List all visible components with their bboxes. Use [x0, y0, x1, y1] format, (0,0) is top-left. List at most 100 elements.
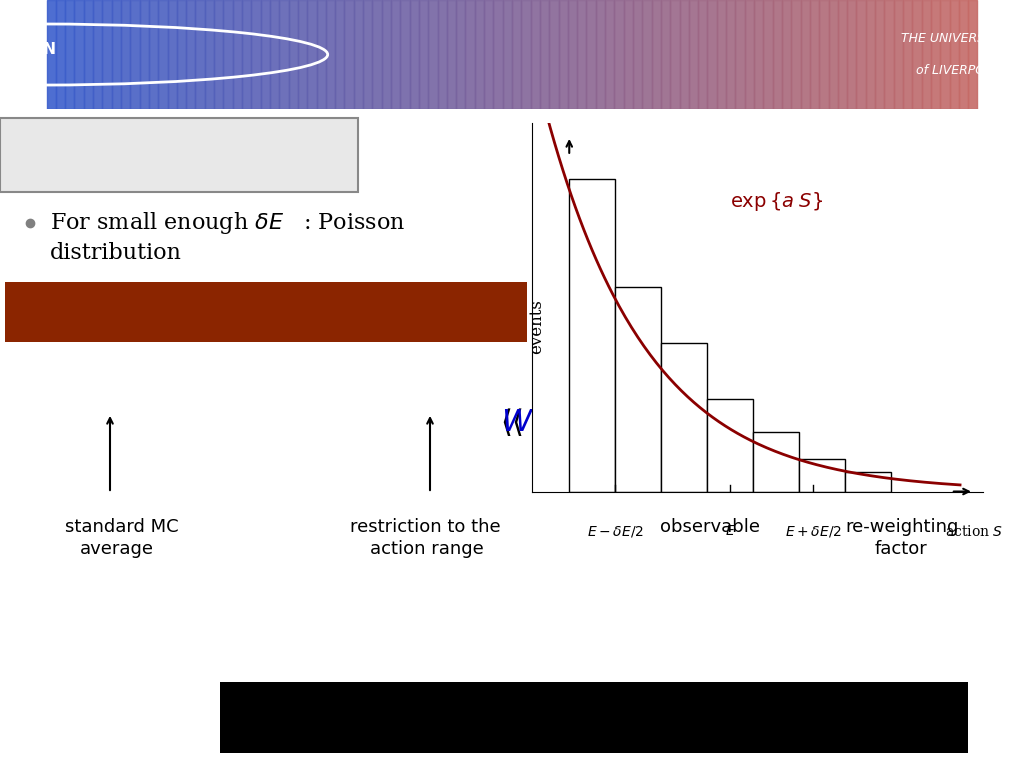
Bar	[847, 0, 856, 109]
Text: CERN: CERN	[10, 41, 56, 57]
Text: $\langle\langle S[\phi] - E\rangle\rangle\,(a) = 0$: $\langle\langle S[\phi] - E\rangle\rangl…	[600, 702, 848, 734]
Text: $=$: $=$	[605, 408, 635, 439]
Bar	[810, 0, 819, 109]
Bar	[223, 0, 232, 109]
Bar	[876, 0, 885, 109]
Text: action range: action range	[370, 540, 483, 558]
Bar	[624, 0, 633, 109]
Bar	[763, 0, 773, 109]
Bar	[903, 0, 912, 109]
Bar	[708, 0, 717, 109]
Bar	[270, 0, 280, 109]
Bar	[344, 0, 353, 109]
Bar	[121, 0, 130, 109]
Bar	[437, 0, 446, 109]
Text: For correct a:: For correct a:	[340, 706, 530, 730]
Bar	[46, 0, 56, 109]
Text: $E-\delta E/2$: $E-\delta E/2$	[587, 525, 643, 539]
Bar	[168, 0, 177, 109]
Text: $\exp\{a\; S\}$: $\exp\{a\; S\}$	[730, 190, 823, 214]
Text: THE UNIVERSITY: THE UNIVERSITY	[901, 31, 1005, 45]
Bar	[335, 0, 344, 109]
Bar	[66, 0, 75, 109]
Bar	[660, 0, 671, 109]
Text: $a$: $a$	[860, 412, 876, 435]
Bar	[726, 0, 735, 109]
Bar	[689, 0, 698, 109]
Bar	[717, 0, 726, 109]
Text: $E$: $E$	[725, 525, 735, 538]
Bar	[205, 0, 214, 109]
Bar	[931, 0, 940, 109]
Bar	[865, 0, 876, 109]
Text: $\int \mathcal{D}\phi$: $\int \mathcal{D}\phi$	[649, 402, 711, 444]
Text: $E+\delta E/2$: $E+\delta E/2$	[784, 525, 842, 539]
Bar	[799, 458, 845, 492]
Bar	[569, 179, 615, 492]
Text: events: events	[528, 300, 546, 354]
Bar	[680, 0, 689, 109]
Bar	[316, 0, 326, 109]
Bar	[958, 0, 968, 109]
Bar	[744, 0, 754, 109]
Bar	[735, 0, 744, 109]
Text: action $S$: action $S$	[945, 525, 1002, 539]
Bar	[251, 0, 261, 109]
Bar	[819, 0, 828, 109]
Bar	[196, 0, 205, 109]
Bar	[698, 0, 708, 109]
Bar	[605, 0, 614, 109]
Bar	[298, 0, 307, 109]
Text: $W[\phi] = S[\phi] - E$: $W[\phi] = S[\phi] - E$	[165, 292, 378, 324]
Bar	[419, 0, 428, 109]
Text: $(a)$: $(a)$	[575, 410, 610, 436]
Bar	[662, 343, 708, 492]
Bar	[280, 0, 289, 109]
Text: observable: observable	[660, 518, 760, 536]
Bar	[568, 0, 578, 109]
Bar	[428, 0, 437, 109]
Bar	[391, 0, 400, 109]
Bar	[521, 0, 530, 109]
Bar	[838, 0, 847, 109]
Text: $W[\phi]$: $W[\phi]$	[783, 408, 847, 438]
Bar	[466, 0, 475, 109]
Text: re-weighting: re-weighting	[845, 518, 958, 536]
Bar	[708, 399, 754, 492]
Bar	[382, 0, 391, 109]
Bar	[615, 287, 662, 492]
Bar	[949, 0, 958, 109]
Bar	[782, 0, 792, 109]
Text: $W[\phi]$: $W[\phi]$	[502, 406, 574, 441]
Bar	[596, 0, 605, 109]
Bar	[456, 0, 466, 109]
Text: $S[\phi]$: $S[\phi]$	[860, 409, 911, 437]
Text: $\mathrm{e}^{-}$: $\mathrm{e}^{-}$	[837, 412, 867, 435]
Bar	[754, 0, 763, 109]
Text: $\dfrac{1}{\mathcal{N}}$: $\dfrac{1}{\mathcal{N}}$	[633, 392, 668, 454]
Bar	[540, 0, 549, 109]
Bar	[894, 0, 903, 109]
Bar	[503, 0, 512, 109]
Bar	[130, 0, 139, 109]
Bar	[186, 0, 196, 109]
Bar	[242, 0, 251, 109]
Bar	[968, 0, 978, 109]
Bar	[754, 432, 799, 492]
Bar	[364, 0, 373, 109]
Bar	[856, 0, 865, 109]
Bar	[651, 0, 660, 109]
Bar	[373, 0, 382, 109]
Bar	[177, 0, 186, 109]
Bar	[56, 0, 66, 109]
Bar	[93, 0, 102, 109]
Bar	[446, 0, 456, 109]
Bar	[578, 0, 587, 109]
Text: factor: factor	[874, 540, 928, 558]
Bar	[530, 0, 540, 109]
Bar	[289, 0, 298, 109]
Bar	[261, 0, 270, 109]
Bar	[139, 0, 148, 109]
Bar	[940, 0, 949, 109]
Bar	[801, 0, 810, 109]
